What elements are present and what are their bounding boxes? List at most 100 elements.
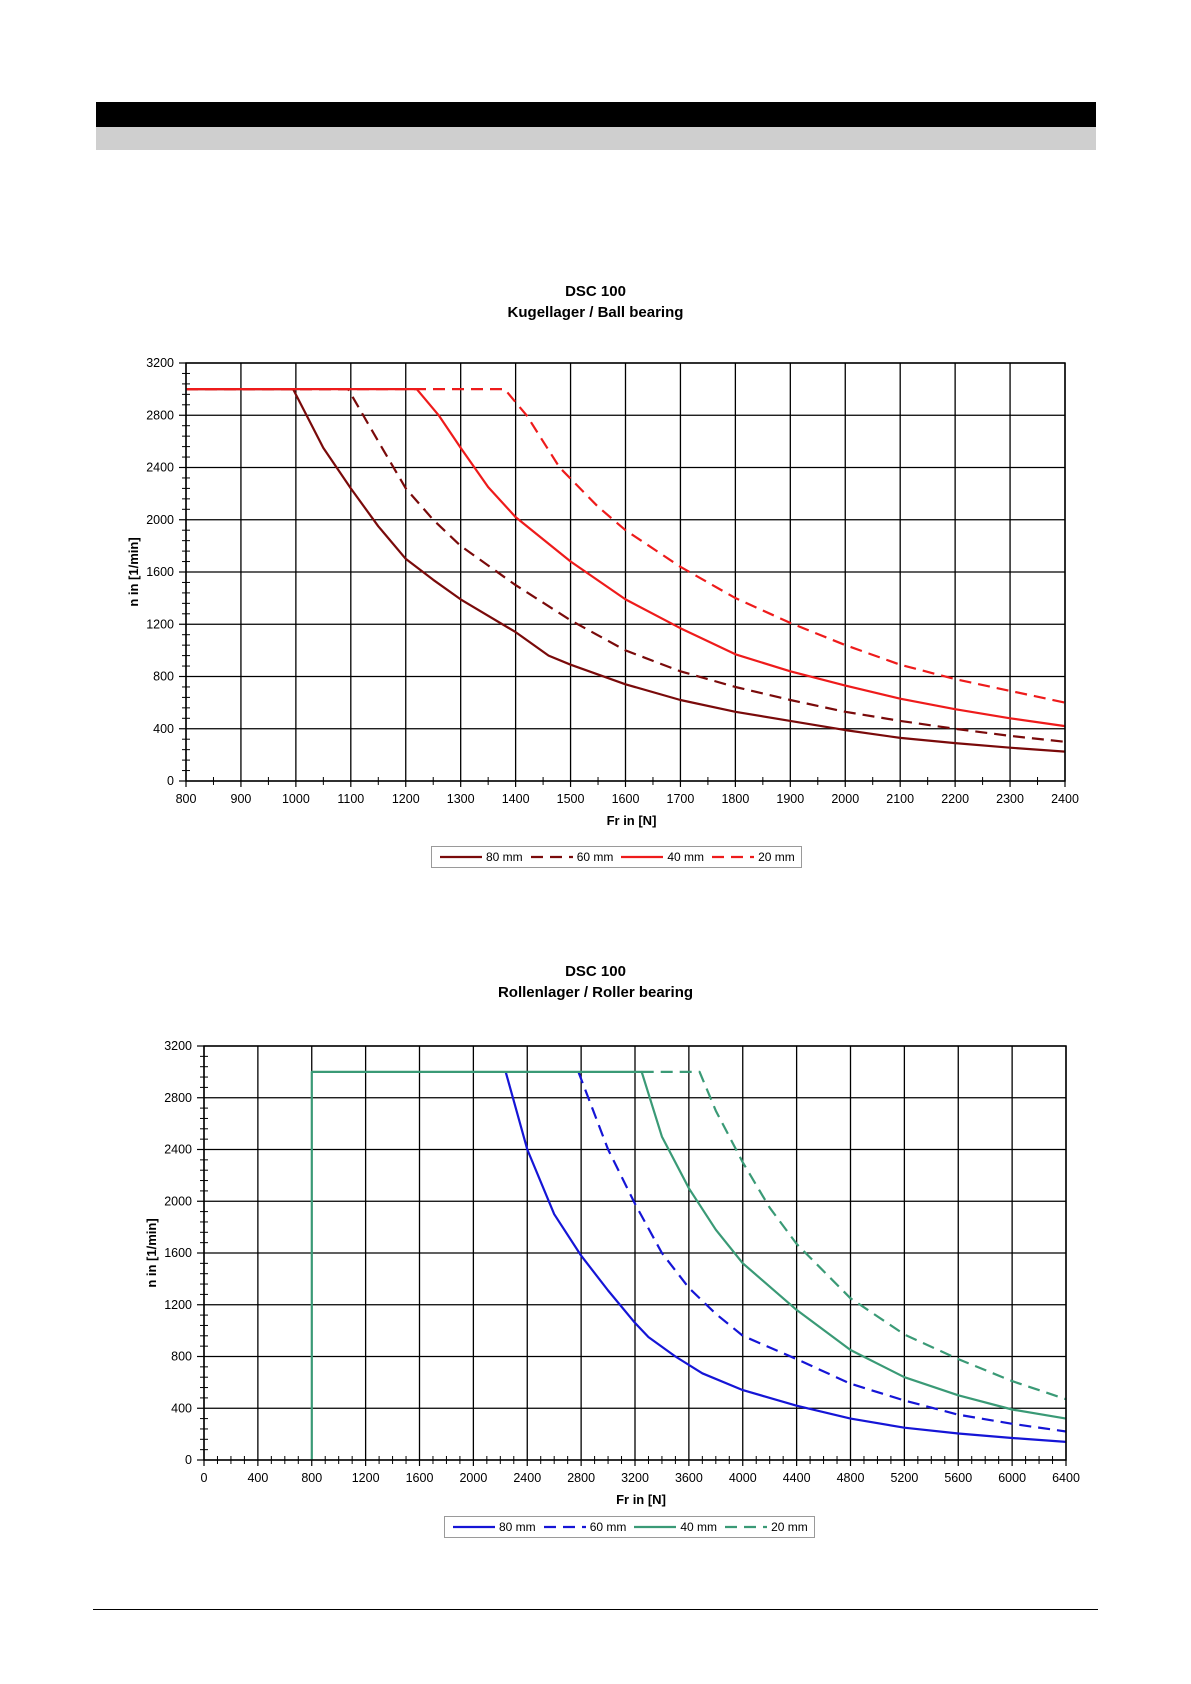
y-tick-label: 400 bbox=[171, 1401, 192, 1415]
y-tick-label: 2000 bbox=[164, 1194, 192, 1208]
x-tick-label: 1800 bbox=[721, 792, 749, 806]
x-tick-label: 2400 bbox=[513, 1471, 541, 1485]
x-tick-label: 1500 bbox=[557, 792, 585, 806]
x-tick-label: 2800 bbox=[567, 1471, 595, 1485]
legend-swatch bbox=[530, 855, 573, 859]
y-tick-label: 2400 bbox=[164, 1143, 192, 1157]
y-tick-label: 3200 bbox=[146, 356, 174, 370]
legend-label: 20 mm bbox=[771, 1520, 808, 1534]
chart-title: DSC 100 Kugellager / Ball bearing bbox=[0, 281, 1191, 323]
x-tick-label: 1600 bbox=[612, 792, 640, 806]
legend-item: 80 mm bbox=[438, 850, 523, 864]
y-tick-label: 1600 bbox=[146, 565, 174, 579]
legend-swatch bbox=[453, 1525, 495, 1529]
legend-item: 40 mm bbox=[619, 850, 704, 864]
chart-plot-svg: 0 400 800 1200 1600 2000 2400 2800 3200 3600 4000 4… bbox=[144, 1039, 1080, 1507]
x-axis-label: Fr in [N] bbox=[616, 1492, 666, 1507]
legend-item: 20 mm bbox=[710, 850, 795, 864]
x-tick-label: 5600 bbox=[944, 1471, 972, 1485]
y-tick-label: 2800 bbox=[164, 1091, 192, 1105]
x-tick-label: 900 bbox=[231, 792, 252, 806]
series-line-20-mm bbox=[186, 388, 1066, 704]
x-axis-label: Fr in [N] bbox=[607, 813, 657, 828]
x-tick-label: 4000 bbox=[729, 1471, 757, 1485]
footer-rule bbox=[93, 1609, 1098, 1610]
legend-item: 60 mm bbox=[529, 850, 614, 864]
tick-labels: 800 900 1000 1100 1200 1300 1400 1500 1600 1700 18… bbox=[146, 356, 1079, 806]
y-tick-label: 1200 bbox=[146, 617, 174, 631]
axis-ticks bbox=[197, 1045, 1067, 1466]
legend-label: 60 mm bbox=[576, 850, 614, 864]
plot-frame bbox=[185, 362, 1066, 782]
x-tick-label: 0 bbox=[201, 1471, 208, 1485]
header-bar bbox=[96, 102, 1096, 127]
legend-item: 80 mm bbox=[451, 1520, 536, 1534]
x-tick-label: 400 bbox=[247, 1471, 268, 1485]
x-tick-label: 2000 bbox=[831, 792, 859, 806]
chart-title-main: DSC 100 bbox=[565, 283, 626, 300]
x-tick-label: 1600 bbox=[406, 1471, 434, 1485]
legend-item: 20 mm bbox=[723, 1520, 808, 1534]
x-tick-label: 6000 bbox=[998, 1471, 1026, 1485]
series-line-60-mm bbox=[186, 388, 1066, 743]
chart-subtitle: Kugellager / Ball bearing bbox=[507, 304, 684, 321]
chart-title-main: DSC 100 bbox=[565, 963, 626, 980]
x-tick-label: 6400 bbox=[1052, 1471, 1080, 1485]
x-tick-label: 800 bbox=[176, 792, 197, 806]
x-tick-label: 2100 bbox=[886, 792, 914, 806]
x-tick-label: 4800 bbox=[837, 1471, 865, 1485]
legend-swatch bbox=[712, 855, 755, 859]
series-line-60-mm bbox=[577, 1071, 1067, 1433]
x-tick-label: 1100 bbox=[337, 792, 364, 806]
y-axis-label: n in [1/min] bbox=[144, 1218, 159, 1287]
legend-item: 60 mm bbox=[542, 1520, 627, 1534]
x-tick-label: 2300 bbox=[996, 792, 1024, 806]
plot-frame bbox=[203, 1045, 1067, 1461]
legend-label: 80 mm bbox=[499, 1520, 536, 1534]
x-tick-label: 2400 bbox=[1051, 792, 1079, 806]
legend-label: 20 mm bbox=[758, 850, 795, 864]
y-tick-label: 400 bbox=[153, 722, 174, 736]
y-tick-label: 800 bbox=[171, 1350, 192, 1364]
y-tick-label: 800 bbox=[153, 670, 174, 684]
legend-swatch bbox=[725, 1525, 768, 1529]
x-tick-label: 1300 bbox=[447, 792, 475, 806]
series-group bbox=[310, 1070, 1067, 1460]
legend-label: 60 mm bbox=[589, 1520, 627, 1534]
x-tick-label: 3600 bbox=[675, 1471, 703, 1485]
tick-labels: 0 400 800 1200 1600 2000 2400 2800 3200 3600 4000 4… bbox=[164, 1039, 1080, 1485]
legend-item: 40 mm bbox=[632, 1520, 717, 1534]
series-line-40-mm bbox=[186, 388, 1066, 728]
y-tick-label: 2800 bbox=[146, 408, 174, 422]
header-strip bbox=[96, 127, 1096, 150]
x-tick-label: 1200 bbox=[392, 792, 420, 806]
y-tick-label: 0 bbox=[167, 774, 174, 788]
x-tick-label: 4400 bbox=[783, 1471, 811, 1485]
y-axis-label: n in [1/min] bbox=[126, 537, 141, 606]
chart-plot-svg: 800 900 1000 1100 1200 1300 1400 1500 1600 1700 18… bbox=[126, 356, 1079, 828]
x-tick-label: 2000 bbox=[459, 1471, 487, 1485]
y-tick-label: 2000 bbox=[146, 513, 174, 527]
chart-subtitle: Rollenlager / Roller bearing bbox=[497, 984, 694, 1001]
legend-swatch bbox=[621, 855, 664, 859]
chart-title: DSC 100 Rollenlager / Roller bearing bbox=[0, 961, 1191, 1003]
x-tick-label: 2200 bbox=[941, 792, 969, 806]
series-line-20-mm bbox=[641, 1070, 1067, 1401]
x-tick-label: 1900 bbox=[776, 792, 804, 806]
legend-label: 80 mm bbox=[486, 850, 523, 864]
legend-swatch bbox=[543, 1525, 586, 1529]
series-line-80-mm bbox=[186, 388, 1066, 753]
y-tick-label: 0 bbox=[185, 1453, 192, 1467]
x-tick-label: 800 bbox=[301, 1471, 322, 1485]
grid bbox=[203, 1045, 1067, 1461]
legend-swatch bbox=[634, 1525, 677, 1529]
x-tick-label: 1000 bbox=[282, 792, 310, 806]
y-tick-label: 2400 bbox=[146, 461, 174, 475]
legend-label: 40 mm bbox=[680, 1520, 718, 1534]
x-tick-label: 3200 bbox=[621, 1471, 649, 1485]
legend-swatch bbox=[440, 855, 482, 859]
y-tick-label: 3200 bbox=[164, 1039, 192, 1053]
chart-legend: 80 mm 60 mm 40 mm 20 mm bbox=[444, 1516, 815, 1538]
x-tick-label: 1400 bbox=[502, 792, 530, 806]
y-tick-label: 1600 bbox=[164, 1246, 192, 1260]
